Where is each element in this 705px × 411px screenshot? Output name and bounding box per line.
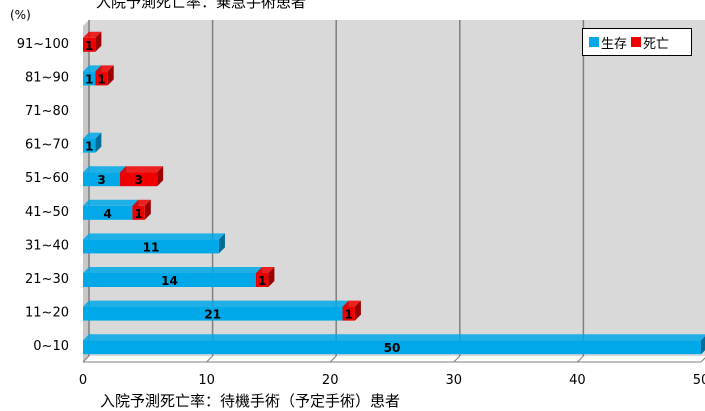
y-tick-label-0: 0~10	[33, 339, 69, 354]
bar-dead-1-top	[342, 300, 361, 307]
bar-alive-3-label: 11	[143, 240, 160, 254]
bar-alive-1	[83, 306, 343, 321]
bar-alive-1-label: 21	[204, 308, 221, 322]
bar-dead-2-label: 1	[258, 274, 266, 288]
bar-dead-5-label: 3	[134, 173, 142, 187]
bar-dead-8-label: 1	[97, 72, 105, 86]
bar-dead-4-top	[132, 199, 151, 206]
bar-alive-8-top	[83, 65, 102, 72]
x-tick-label-40: 40	[569, 373, 586, 388]
gridline-base-40	[577, 355, 584, 363]
y-tick-label-9: 91~100	[17, 37, 69, 52]
legend-item-dead: 死亡	[631, 33, 669, 52]
gridline-base-0	[82, 355, 90, 363]
bar-dead-8-side	[107, 65, 114, 86]
y-tick-label-5: 51~60	[25, 171, 69, 186]
y-tick-label-2: 21~30	[25, 272, 69, 287]
y-tick-label-8: 81~90	[25, 70, 69, 85]
legend-swatch-alive	[589, 37, 599, 47]
bar-alive-0-side	[701, 336, 705, 355]
bar-chart: 0 10 20 30 40 50 0~10 11~20 21~30 31~40 41~50 51~60…	[17, 20, 705, 388]
bar-alive-0-label: 50	[384, 341, 401, 355]
bar-dead-9-top	[83, 31, 102, 38]
bar-alive-8	[83, 71, 96, 86]
bar-alive-5	[83, 172, 121, 187]
y-tick-label-3: 31~40	[25, 238, 69, 253]
bar-dead-5	[120, 172, 158, 187]
bar-alive-2	[83, 273, 257, 287]
bar-alive-4-top	[83, 199, 139, 206]
bar-alive-0	[83, 340, 701, 355]
chart-subtitle: 入院予測死亡率：待機手術（予定手術）患者	[100, 392, 401, 410]
bar-alive-6-top	[83, 132, 102, 139]
bar-alive-4-label: 4	[104, 207, 112, 221]
x-tick-label-30: 30	[446, 373, 463, 388]
bar-dead-1-label: 1	[345, 308, 353, 322]
chart-title: 入院予測死亡率：乗急手術患者	[96, 0, 307, 11]
bar-alive-3	[83, 239, 219, 254]
bar-alive-3-top	[83, 233, 225, 240]
bar-alive-2-label: 14	[161, 274, 178, 288]
unit-label: (%)	[10, 8, 31, 22]
bar-dead-2	[256, 273, 269, 287]
bar-dead-8-top	[95, 65, 114, 72]
gridline-base-30	[453, 355, 461, 363]
legend: 生存 死亡	[582, 28, 692, 56]
bar-dead-1	[342, 306, 355, 321]
bar-dead-9-label: 1	[85, 39, 93, 53]
bar-alive-2-top	[83, 267, 263, 273]
gridline-base-20	[329, 355, 337, 363]
plot-background	[89, 20, 705, 356]
x-tick-label-50: 50	[693, 373, 705, 388]
bar-dead-5-top	[120, 166, 164, 173]
bar-dead-4	[132, 205, 145, 220]
legend-swatch-dead	[631, 37, 642, 47]
bar-alive-1-top	[83, 300, 349, 307]
bar-alive-3-side	[218, 233, 225, 254]
bar-alive-8-label: 1	[85, 72, 93, 86]
legend-label-alive: 生存	[601, 36, 628, 52]
gridline-base-50	[700, 357, 705, 363]
legend-item-alive: 生存	[589, 33, 627, 52]
bar-dead-2-top	[256, 267, 275, 273]
bar-alive-6-label: 1	[85, 140, 93, 154]
bar-dead-1-side	[354, 300, 361, 321]
y-tick-label-1: 11~20	[25, 306, 69, 321]
bar-dead-9-side	[95, 31, 102, 52]
bar-dead-5-side	[157, 166, 164, 187]
x-tick-label-20: 20	[322, 373, 339, 388]
y-tick-label-6: 61~70	[25, 138, 69, 153]
bar-dead-4-side	[144, 199, 151, 220]
bar-alive-6-side	[95, 132, 102, 153]
bar-alive-5-top	[83, 166, 127, 173]
legend-label-dead: 死亡	[643, 36, 670, 52]
bar-alive-5-label: 3	[97, 173, 105, 187]
y-tick-label-7: 71~80	[25, 104, 69, 119]
bar-dead-8	[95, 71, 108, 86]
bar-dead-2-side	[268, 267, 275, 287]
bar-dead-4-label: 1	[134, 207, 142, 221]
gridline-base-10	[206, 355, 213, 363]
bar-alive-0-top	[83, 334, 705, 341]
bar-dead-9	[83, 37, 96, 52]
x-tick-label-10: 10	[198, 373, 215, 388]
bar-alive-4	[83, 205, 133, 220]
y-tick-label-4: 41~50	[25, 205, 69, 220]
bar-alive-6	[83, 138, 96, 153]
x-tick-label-0: 0	[79, 373, 87, 388]
